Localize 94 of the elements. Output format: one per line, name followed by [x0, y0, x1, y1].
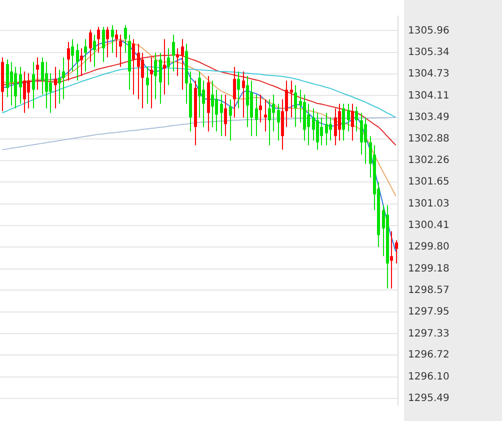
- candlestick: [215, 89, 218, 132]
- candlestick: [159, 52, 162, 104]
- candlestick: [93, 34, 96, 68]
- candlestick: [97, 26, 100, 54]
- y-tick-label: 1298.57: [408, 284, 450, 296]
- candlestick: [181, 38, 184, 90]
- candlestick: [49, 72, 52, 114]
- candlestick: [115, 29, 118, 58]
- candlestick: [132, 38, 135, 96]
- candlestick: [277, 103, 280, 142]
- candlestick: [272, 94, 275, 132]
- candlestick: [233, 66, 236, 118]
- candlestick: [268, 98, 271, 146]
- candlestick: [62, 56, 65, 100]
- candlestick: [146, 66, 149, 104]
- candlestick: [294, 84, 297, 128]
- y-tick-label: 1301.65: [408, 176, 450, 188]
- candlestick: [89, 29, 92, 62]
- candlestick: [172, 34, 175, 72]
- candlestick: [229, 98, 232, 142]
- candlestick: [41, 56, 44, 96]
- y-tick-label: 1300.41: [408, 220, 450, 232]
- candlestick: [360, 112, 363, 156]
- y-tick-label: 1299.18: [408, 263, 450, 274]
- candlestick: [176, 48, 179, 77]
- candlestick: [312, 108, 315, 142]
- candlestick: [220, 94, 223, 137]
- candlestick: [242, 70, 245, 118]
- candlestick: [338, 103, 341, 142]
- candlestick: [45, 61, 48, 109]
- candlestick: [167, 48, 170, 86]
- y-tick-label: 1304.73: [408, 68, 450, 80]
- candlestick: [154, 52, 157, 100]
- candlestick: [246, 76, 249, 128]
- candlestick: [259, 94, 262, 123]
- candlestick: [119, 34, 122, 68]
- candlestick: [19, 66, 22, 104]
- candlestick: [237, 70, 240, 109]
- candlestick: [329, 116, 332, 142]
- y-tick-label: 1297.95: [408, 306, 450, 318]
- candlestick: [102, 26, 105, 62]
- candlestick: [351, 103, 354, 142]
- candlestick: [285, 80, 288, 128]
- candlestick: [150, 56, 153, 109]
- y-tick-label: 1304.11: [408, 90, 450, 102]
- candlestick: [71, 38, 74, 72]
- candlestick: [23, 70, 26, 114]
- y-tick-label: 1303.49: [408, 112, 450, 124]
- candlestick: [307, 103, 310, 146]
- candlestick: [211, 80, 214, 128]
- candlestick: [198, 70, 201, 118]
- candlestick: [163, 38, 166, 96]
- candlestick: [202, 80, 205, 128]
- candlestick: [6, 59, 9, 98]
- candlestick: [32, 61, 35, 109]
- candlestick: [320, 116, 323, 146]
- candlestick: [255, 94, 258, 137]
- y-tick-label: 1302.26: [408, 155, 450, 166]
- candlestick: [325, 112, 328, 146]
- candlestick: [141, 52, 144, 109]
- y-tick-label: 1296.10: [408, 372, 450, 383]
- candlestick: [224, 94, 227, 137]
- candlestick: [342, 103, 345, 142]
- y-tick-label: 1297.33: [408, 328, 450, 340]
- candlestick: [334, 108, 337, 146]
- candlestick: [264, 98, 267, 132]
- y-tick-label: 1301.03: [408, 198, 450, 210]
- candlestick: [347, 103, 350, 132]
- candlestick: [106, 26, 109, 58]
- candlestick: [80, 48, 83, 77]
- candlestick: [137, 43, 140, 100]
- candlestick: [84, 38, 87, 72]
- y-tick-label: 1299.80: [408, 242, 450, 253]
- candlestick: [76, 43, 79, 82]
- y-tick-label: 1296.72: [408, 350, 450, 361]
- candlestick: [27, 72, 30, 109]
- candlestick: [390, 230, 393, 289]
- candlestick: [395, 240, 398, 264]
- candlestick: [290, 80, 293, 118]
- candlestick: [10, 61, 13, 106]
- candlestick: [54, 66, 57, 109]
- candlestick: [316, 112, 319, 150]
- candlestick: [67, 41, 70, 82]
- y-tick-label: 1305.34: [408, 47, 450, 58]
- y-tick-label: 1305.96: [408, 25, 450, 36]
- candlestick: [355, 106, 358, 132]
- candlestick: [111, 24, 114, 54]
- candlestick: [124, 24, 127, 54]
- candlestick: [58, 69, 61, 104]
- candlestick: [364, 116, 367, 164]
- candlestick: [14, 66, 17, 109]
- y-tick-label: 1302.88: [408, 133, 450, 144]
- y-tick-label: 1295.49: [408, 392, 450, 404]
- candlestick: [36, 56, 39, 90]
